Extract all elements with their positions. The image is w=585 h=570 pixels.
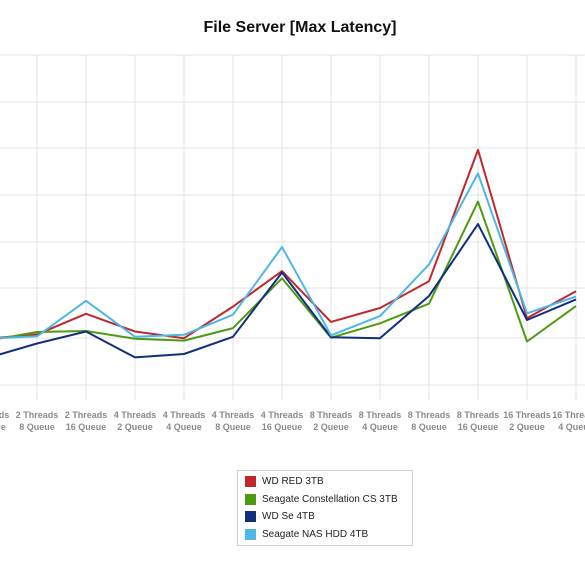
x-tick-label: 8 Threads 4 Queue [359,410,402,432]
legend-item: WD Se 4TB [245,508,412,526]
chart-title: File Server [Max Latency] [203,19,397,36]
series-line [0,172,577,340]
legend-label: WD RED 3TB [262,476,324,488]
x-tick-label: 8 Threads 2 Queue [310,410,353,432]
legend-swatch [245,511,256,523]
x-tick-label: 16 Threads 2 Queue [503,410,551,432]
legend-swatch [245,493,256,505]
x-tick-label: 4 Threads 16 Queue [261,410,304,432]
series-layer [0,148,577,359]
x-tick-label: 8 Threads 8 Queue [408,410,451,432]
legend-label: Seagate NAS HDD 4TB [262,528,369,540]
legend-item: Seagate Constellation CS 3TB [245,491,412,509]
grid-layer [0,54,585,400]
series-line [0,148,577,340]
legend-item: WD RED 3TB [245,473,412,491]
x-tick-label: 2 Threads 16 Queue [65,410,108,432]
legend: WD RED 3TB Seagate Constellation CS 3TB … [237,470,413,546]
x-tick-label: 4 Threads 2 Queue [114,410,157,432]
legend-label: Seagate Constellation CS 3TB [262,493,398,505]
legend-label: WD Se 4TB [262,511,315,523]
legend-swatch [245,528,256,540]
series-line [0,223,577,359]
x-tick-label: 4 Threads 4 Queue [163,410,206,432]
legend-item: Seagate NAS HDD 4TB [245,526,412,544]
x-tick-label: 4 Threads 8 Queue [212,410,255,432]
legend-swatch [245,476,256,488]
x-tick-label: 8 Threads 16 Queue [457,410,500,432]
x-tick-label: 2 Threads 8 Queue [16,410,59,432]
